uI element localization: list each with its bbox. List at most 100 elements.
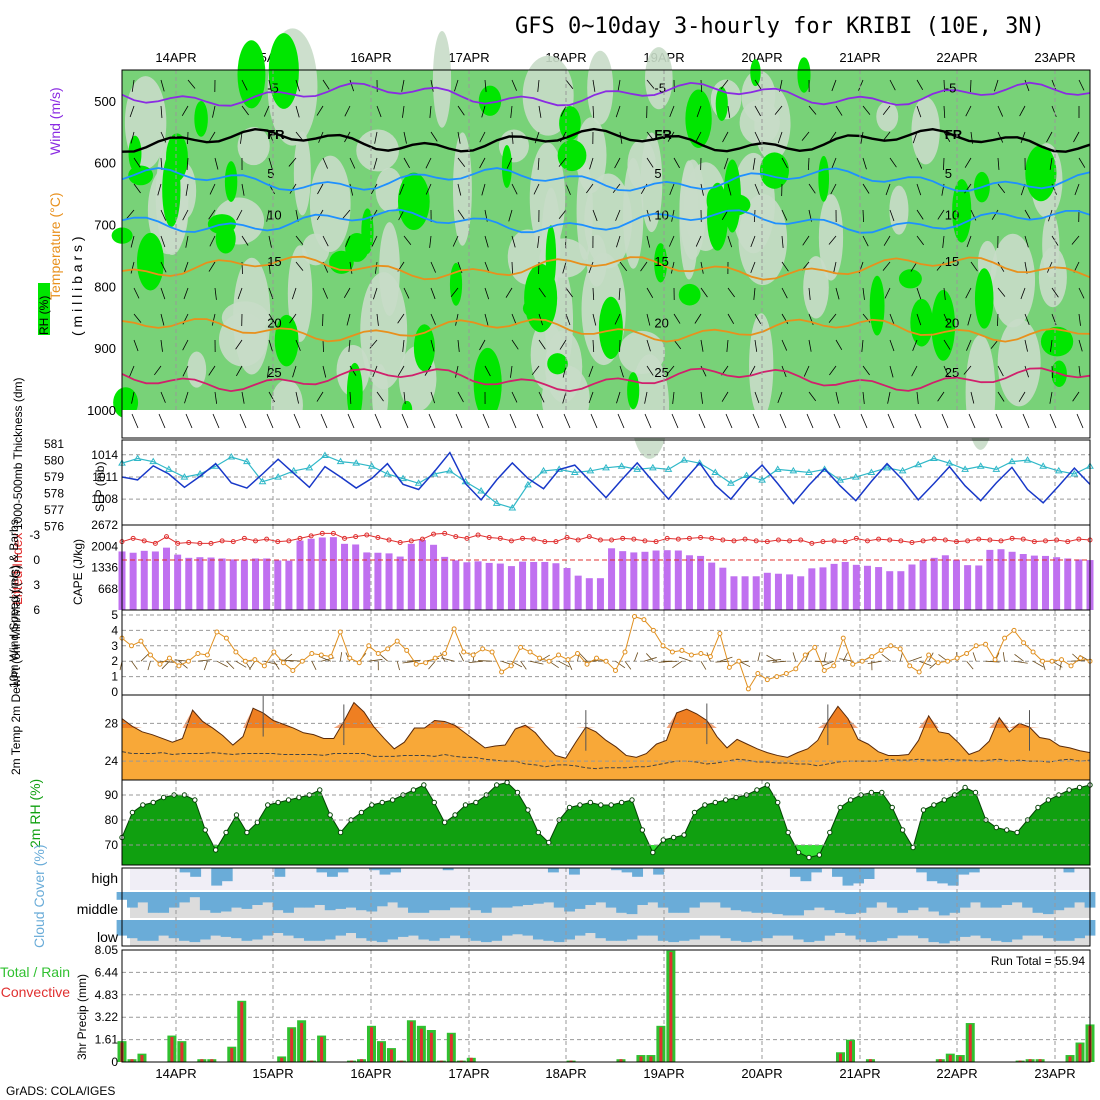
- wind-barb: [237, 287, 243, 300]
- lifted-index-marker: [764, 539, 770, 545]
- wind-speed-marker: [764, 677, 770, 683]
- cape-label: CAPE (J/kg): [71, 539, 85, 605]
- rh-moist-area: [898, 269, 922, 289]
- cape-bar: [596, 578, 604, 610]
- precip-convective-bar: [868, 1059, 872, 1062]
- wind-barb: [673, 313, 681, 324]
- thickness-marker: [617, 462, 626, 469]
- precip-convective-bar: [389, 1049, 393, 1062]
- thickness-marker: [898, 466, 907, 474]
- wind-barb: [937, 391, 945, 402]
- cloud-bar: [390, 868, 402, 873]
- wind-barb: [484, 79, 487, 92]
- wind-speed-marker: [717, 630, 723, 636]
- rh-dry-area: [644, 47, 673, 110]
- wind-speed-marker: [945, 658, 951, 664]
- wind-barb: [666, 365, 675, 375]
- wind-barb: [511, 261, 513, 274]
- wind-barb-10m: [767, 658, 782, 662]
- wind-barb: [160, 313, 165, 326]
- contour-line: [121, 367, 1091, 393]
- wind-barb: [967, 313, 972, 326]
- cape-bar: [941, 555, 949, 610]
- wind-barb: [1078, 157, 1086, 168]
- cloud-bar: [251, 920, 263, 940]
- precip-convective-bar: [948, 1055, 952, 1062]
- rh-dry-area: [627, 139, 656, 191]
- li-tick: -3: [29, 528, 40, 542]
- wind-barb-10m: [216, 660, 229, 668]
- lifted-index-marker: [375, 535, 381, 540]
- wind-barb: [966, 235, 972, 248]
- rh-marker: [285, 797, 292, 803]
- top-day-label: 23APR: [1034, 50, 1075, 65]
- wind-barb: [889, 365, 894, 378]
- contour-label: 25: [945, 365, 959, 380]
- rh-dry-area: [453, 132, 472, 246]
- cloud-bar: [418, 920, 430, 940]
- wind-barb: [133, 157, 141, 168]
- wind-barb: [777, 391, 783, 404]
- rh2m-frame: [121, 779, 1091, 866]
- lifted-index-marker: [564, 535, 570, 540]
- pressure-tick: 900: [94, 341, 116, 356]
- rh-marker: [598, 802, 604, 808]
- wind-barb: [211, 313, 216, 326]
- wind-barb: [862, 105, 871, 115]
- cloud-bar: [741, 920, 752, 943]
- wind-speed-marker: [1011, 627, 1017, 633]
- wind-speed-marker: [622, 649, 628, 655]
- wind-barb: [531, 365, 540, 376]
- rh-moist-area: [627, 372, 640, 410]
- cape-bar: [697, 555, 705, 610]
- wind-barb: [214, 157, 219, 170]
- lifted-index-marker: [442, 530, 448, 536]
- wind-speed-marker: [1040, 658, 1046, 664]
- wind-barb: [208, 365, 216, 376]
- rh-marker: [233, 812, 240, 818]
- wind-barb: [295, 391, 299, 404]
- thickness-marker: [570, 468, 579, 475]
- cape-bar: [207, 557, 215, 610]
- wind-speed-marker: [176, 663, 182, 669]
- wind-barb: [1020, 131, 1026, 144]
- wind-speed-marker: [309, 651, 315, 656]
- lifted-index-marker: [586, 534, 592, 540]
- wind-barb: [208, 261, 216, 272]
- rh-marker: [722, 797, 729, 803]
- wind-barb: [615, 105, 621, 118]
- wind-barb: [831, 157, 837, 169]
- cape-bar: [1008, 551, 1016, 610]
- wind-barb: [833, 261, 837, 274]
- cloud-bar: [958, 868, 970, 875]
- wind-barb: [160, 209, 167, 221]
- wind-barb: [403, 235, 412, 245]
- surface-barb: [320, 413, 328, 429]
- lifted-index-marker: [1065, 539, 1071, 545]
- cloud-bar: [251, 892, 263, 905]
- thickness-marker: [711, 468, 720, 475]
- rh-marker: [712, 799, 718, 806]
- wind-barb: [266, 365, 270, 378]
- chart-title: GFS 0~10day 3-hourly for KRIBI (10E, 3N): [515, 14, 1045, 39]
- rh-moist-area: [559, 105, 581, 141]
- cloud-bar: [1032, 892, 1044, 913]
- wind-barb: [884, 287, 891, 299]
- rh-moist-area: [598, 296, 623, 360]
- cloud-bar: [355, 892, 367, 911]
- wind-speed-marker: [565, 657, 571, 663]
- wind-barb: [457, 209, 465, 220]
- rh-dry-area: [237, 127, 270, 166]
- wind-barb: [511, 339, 519, 350]
- wind-barb: [508, 209, 513, 222]
- surface-barb: [347, 413, 355, 429]
- rh-marker: [265, 802, 271, 808]
- cloud-bar: [772, 920, 784, 936]
- lifted-index-marker: [130, 535, 136, 541]
- wind-barb: [1049, 391, 1053, 404]
- wind-barb: [889, 339, 895, 352]
- cape-bar: [975, 565, 983, 610]
- rh-marker: [670, 834, 677, 841]
- rh-marker: [504, 779, 510, 786]
- wind-barb: [397, 365, 405, 376]
